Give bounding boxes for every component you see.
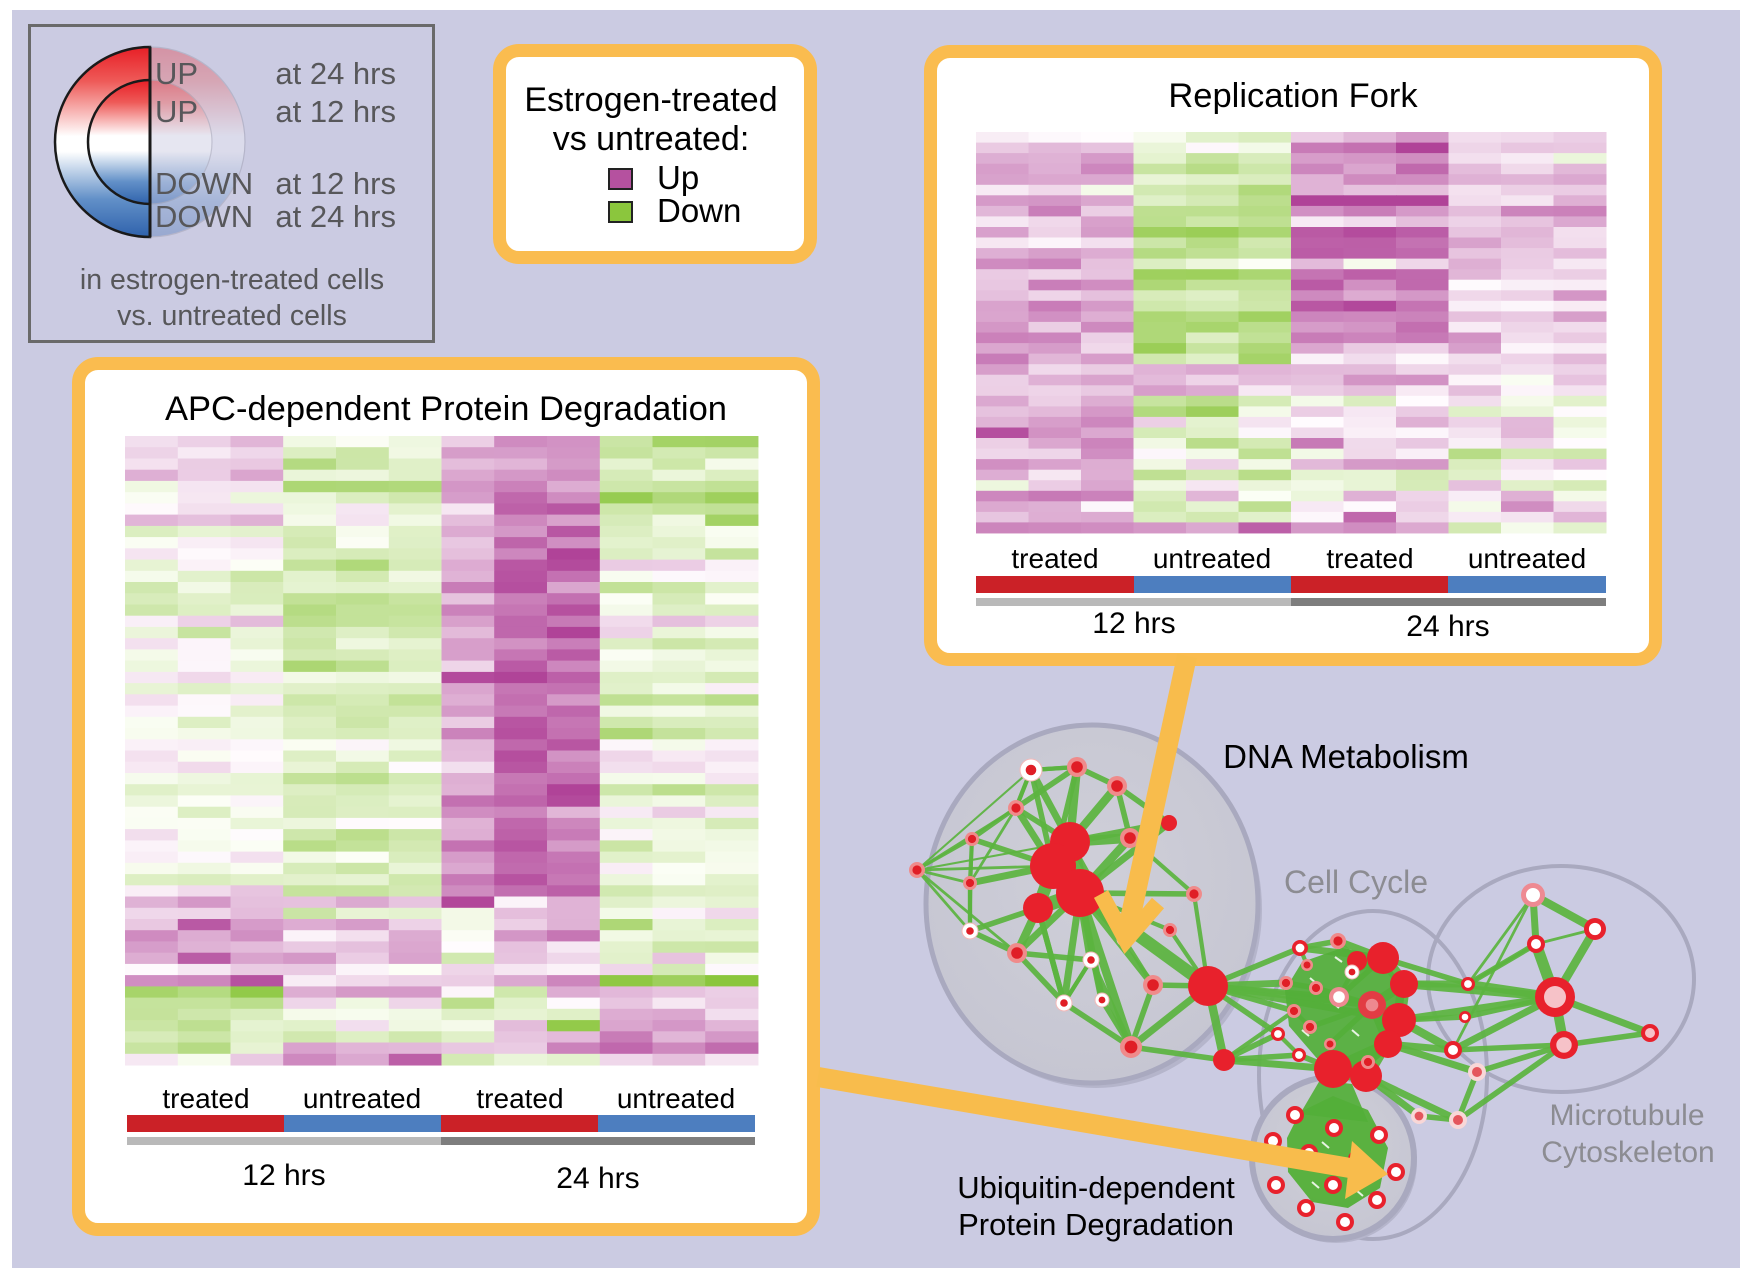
svg-text:Up: Up [657,159,699,196]
svg-text:Estrogen-treated: Estrogen-treated [524,81,777,119]
svg-text:24 hrs: 24 hrs [1406,610,1489,643]
svg-text:UP: UP [155,56,198,91]
svg-text:12 hrs: 12 hrs [1092,607,1175,640]
svg-text:Protein Degradation: Protein Degradation [958,1207,1234,1242]
svg-text:at 24 hrs: at 24 hrs [275,199,396,234]
svg-text:treated: treated [162,1083,249,1114]
svg-text:Replication Fork: Replication Fork [1168,77,1418,115]
svg-text:Cell Cycle: Cell Cycle [1284,864,1428,900]
svg-text:untreated: untreated [1468,543,1586,574]
svg-text:untreated: untreated [303,1083,421,1114]
svg-text:APC-dependent Protein Degradat: APC-dependent Protein Degradation [165,390,727,428]
svg-text:DOWN: DOWN [155,199,253,234]
svg-text:Down: Down [657,192,741,229]
svg-text:UP: UP [155,94,198,129]
svg-text:treated: treated [476,1083,563,1114]
svg-text:vs. untreated cells: vs. untreated cells [117,300,347,332]
svg-text:DNA Metabolism: DNA Metabolism [1223,738,1469,775]
svg-text:at 24 hrs: at 24 hrs [275,56,396,91]
svg-text:Cytoskeleton: Cytoskeleton [1541,1136,1714,1169]
svg-text:in estrogen-treated cells: in estrogen-treated cells [80,264,384,296]
svg-text:12 hrs: 12 hrs [242,1159,325,1192]
svg-text:Ubiquitin-dependent: Ubiquitin-dependent [957,1170,1235,1205]
svg-text:treated: treated [1011,543,1098,574]
svg-text:24 hrs: 24 hrs [556,1162,639,1195]
svg-text:DOWN: DOWN [155,166,253,201]
svg-text:untreated: untreated [617,1083,735,1114]
svg-text:at 12 hrs: at 12 hrs [275,166,396,201]
svg-text:at 12 hrs: at 12 hrs [275,94,396,129]
svg-text:untreated: untreated [1153,543,1271,574]
svg-text:Microtubule: Microtubule [1549,1099,1704,1132]
svg-text:treated: treated [1326,543,1413,574]
svg-text:vs untreated:: vs untreated: [553,120,750,158]
